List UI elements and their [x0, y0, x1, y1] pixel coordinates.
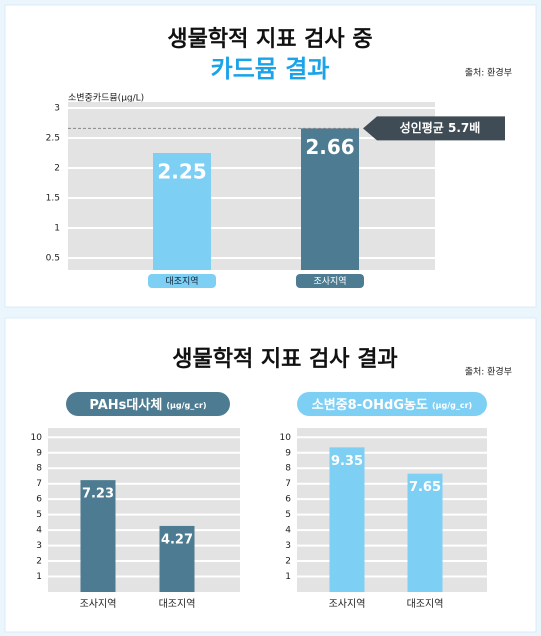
chart-title-text: PAHs대사체 — [89, 397, 162, 413]
bottom-source: 출처: 환경부 — [465, 366, 512, 378]
y-tick-label: 1 — [54, 224, 60, 234]
y-tick-label: 4 — [285, 526, 291, 536]
y-tick-label: 7 — [36, 479, 42, 489]
title-pill — [297, 392, 487, 416]
y-tick-label: 2 — [54, 164, 60, 174]
data-label: 2.66 — [305, 135, 354, 159]
chart-unit: (μg/g_cr) — [166, 401, 206, 410]
bar — [159, 525, 195, 592]
bar — [329, 447, 365, 592]
annotation: 성인평균 5.7배 — [400, 120, 481, 135]
top-subtitle: 카드뮴 결과 — [211, 55, 330, 83]
category-box — [148, 274, 216, 288]
bottom-title: 생물학적 지표 검사 결과 — [172, 347, 397, 372]
x-tick-label: 조사지역 — [313, 276, 346, 287]
y-tick-label: 10 — [280, 433, 292, 443]
annotation-box — [363, 116, 505, 141]
y-tick-label: 1 — [285, 572, 291, 582]
category-box — [296, 274, 364, 288]
x-tick-label: 조사지역 — [329, 598, 366, 610]
y-tick-label: 9 — [285, 448, 291, 458]
data-label: 7.65 — [409, 480, 441, 495]
bar — [153, 153, 211, 270]
data-label: 9.35 — [331, 454, 363, 469]
y-axis-label: 소변중카드뮴(μg/L) — [68, 93, 144, 104]
y-tick-label: 10 — [31, 433, 43, 443]
y-tick-label: 8 — [285, 464, 291, 474]
y-tick-label: 7 — [285, 479, 291, 489]
chart-title: PAHs대사체 (μg/g_cr) — [89, 397, 206, 413]
y-tick-label: 3 — [285, 541, 291, 551]
y-tick-label: 6 — [285, 495, 291, 505]
bar — [80, 480, 116, 592]
x-tick-label: 조사지역 — [80, 598, 117, 610]
top-source: 출처: 환경부 — [465, 67, 512, 79]
y-tick-label: 1.5 — [46, 194, 60, 204]
y-tick-label: 9 — [36, 448, 42, 458]
chart-title-text: 소변중8-OHdG농도 — [312, 398, 428, 413]
y-tick-label: 0.5 — [46, 254, 60, 264]
x-tick-label: 대조지역 — [165, 276, 198, 287]
chart-unit: (μg/g_cr) — [432, 401, 472, 410]
plot-area — [297, 428, 487, 592]
top-title: 생물학적 지표 검사 중 — [167, 27, 372, 52]
bar — [301, 128, 359, 270]
y-tick-label: 5 — [36, 510, 42, 520]
y-tick-label: 3 — [36, 541, 42, 551]
y-tick-label: 1 — [36, 572, 42, 582]
y-tick-label: 3 — [54, 104, 60, 114]
chart-title: 소변중8-OHdG농도 (μg/g_cr) — [312, 398, 472, 413]
y-tick-label: 2.5 — [46, 134, 60, 144]
plot-area — [48, 428, 240, 592]
y-tick-label: 4 — [36, 526, 42, 536]
y-tick-label: 6 — [36, 495, 42, 505]
x-tick-label: 대조지역 — [159, 598, 196, 610]
x-tick-label: 대조지역 — [407, 598, 444, 610]
data-label: 2.25 — [157, 160, 206, 184]
y-tick-label: 2 — [285, 557, 291, 567]
bar — [407, 473, 443, 592]
y-tick-label: 5 — [285, 510, 291, 520]
y-tick-label: 2 — [36, 557, 42, 567]
y-tick-label: 8 — [36, 464, 42, 474]
data-label: 4.27 — [161, 532, 193, 547]
title-pill — [66, 392, 230, 416]
data-label: 7.23 — [82, 487, 114, 502]
